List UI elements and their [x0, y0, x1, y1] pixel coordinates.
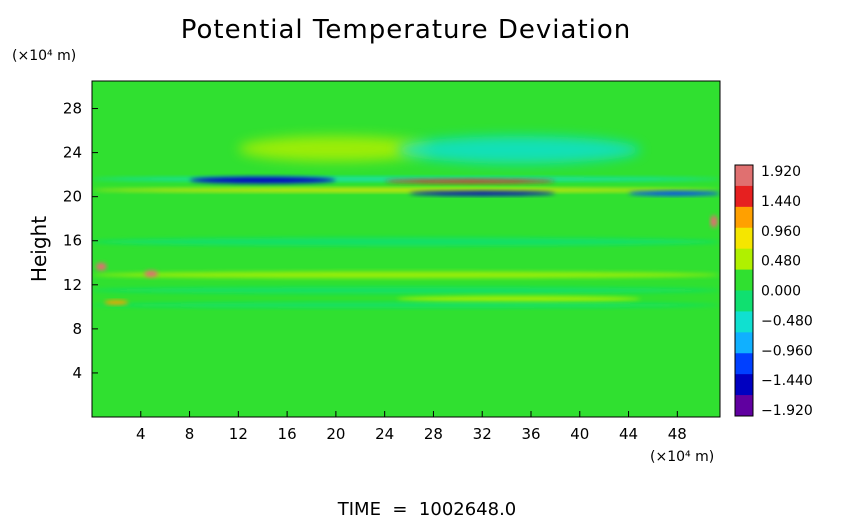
heatmap-feature-0 [238, 136, 434, 162]
y-tick-label: 4 [72, 364, 82, 382]
colorbar-label: −0.960 [761, 343, 813, 359]
x-unit-label: (×10⁴ m) [650, 449, 714, 465]
colorbar-label: 0.480 [761, 254, 801, 270]
heatmap-feature-12 [92, 302, 720, 308]
heatmap-feature-1 [396, 136, 641, 164]
y-tick-label: 16 [63, 232, 82, 250]
x-tick-label: 20 [326, 425, 345, 443]
heatmap-feature-9 [92, 271, 720, 279]
y-tick-label: 12 [63, 276, 82, 294]
heatmap-feature-8 [92, 237, 720, 247]
heatmap-feature-4 [384, 179, 556, 184]
heatmap-feature-7 [628, 191, 720, 196]
y-axis-label: Height [27, 216, 51, 282]
x-tick-label: 44 [619, 425, 638, 443]
colorbar-segment [735, 395, 753, 417]
colorbar [734, 164, 754, 417]
y-tick-label: 20 [63, 188, 82, 206]
heatmap-feature-6 [409, 191, 556, 196]
x-tick-label: 4 [136, 425, 146, 443]
colorbar-labels: 1.920 1.440 0.960 0.480 0.000 −0.480 −0.960 −1.… [761, 164, 813, 419]
colorbar-frame [734, 164, 754, 417]
y-tick-label: 28 [63, 100, 82, 118]
colorbar-segment [735, 185, 753, 208]
colorbar-label: 0.000 [761, 284, 801, 300]
colorbar-segment [735, 165, 753, 187]
heatmap-feature-5 [92, 187, 720, 193]
colorbar-segment [735, 311, 753, 333]
heatmap-feature-13 [95, 262, 107, 271]
colorbar-segment [735, 290, 753, 312]
x-tick-label: 12 [229, 425, 248, 443]
x-tick-label: 40 [570, 425, 589, 443]
colorbar-segment [735, 353, 753, 375]
heatmap-feature-14 [144, 270, 158, 278]
colorbar-segment [735, 227, 753, 250]
colorbar-segment [735, 374, 753, 396]
heatmap-feature-16 [104, 300, 129, 305]
plot-frame [91, 80, 721, 418]
colorbar-segment [735, 206, 753, 229]
y-axis-ticks: 4 8 12 16 20 24 28 [63, 100, 98, 382]
heatmap-feature-3 [189, 176, 336, 184]
heatmap-features [92, 136, 720, 308]
heatmap-feature-15 [710, 215, 718, 228]
x-axis-ticks: 4 8 12 16 20 24 28 32 36 40 44 48 [136, 411, 687, 443]
x-tick-label: 32 [473, 425, 492, 443]
x-tick-label: 16 [278, 425, 297, 443]
x-tick-label: 24 [375, 425, 394, 443]
heatmap-feature-10 [92, 287, 720, 294]
x-tick-label: 8 [185, 425, 195, 443]
heatmap-feature-11 [396, 295, 641, 303]
colorbar-label: −1.920 [761, 403, 813, 419]
colorbar-label: 0.960 [761, 224, 801, 240]
colorbar-segment [735, 248, 753, 271]
colorbar-segment [735, 269, 753, 291]
heatmap-background [92, 81, 720, 417]
colorbar-label: 1.920 [761, 164, 801, 180]
colorbar-label: 1.440 [761, 194, 801, 210]
x-tick-label: 28 [424, 425, 443, 443]
heatmap-plot-area [92, 81, 720, 417]
x-tick-label: 48 [668, 425, 687, 443]
y-unit-label: (×10⁴ m) [12, 48, 76, 64]
y-tick-label: 8 [72, 320, 82, 338]
x-tick-label: 36 [521, 425, 540, 443]
colorbar-label: −0.480 [761, 313, 813, 329]
colorbar-segment [735, 332, 753, 354]
y-tick-label: 24 [63, 144, 82, 162]
colorbar-label: −1.440 [761, 373, 813, 389]
time-label: TIME = 1002648.0 [337, 499, 517, 519]
chart-title: Potential Temperature Deviation [181, 15, 632, 45]
